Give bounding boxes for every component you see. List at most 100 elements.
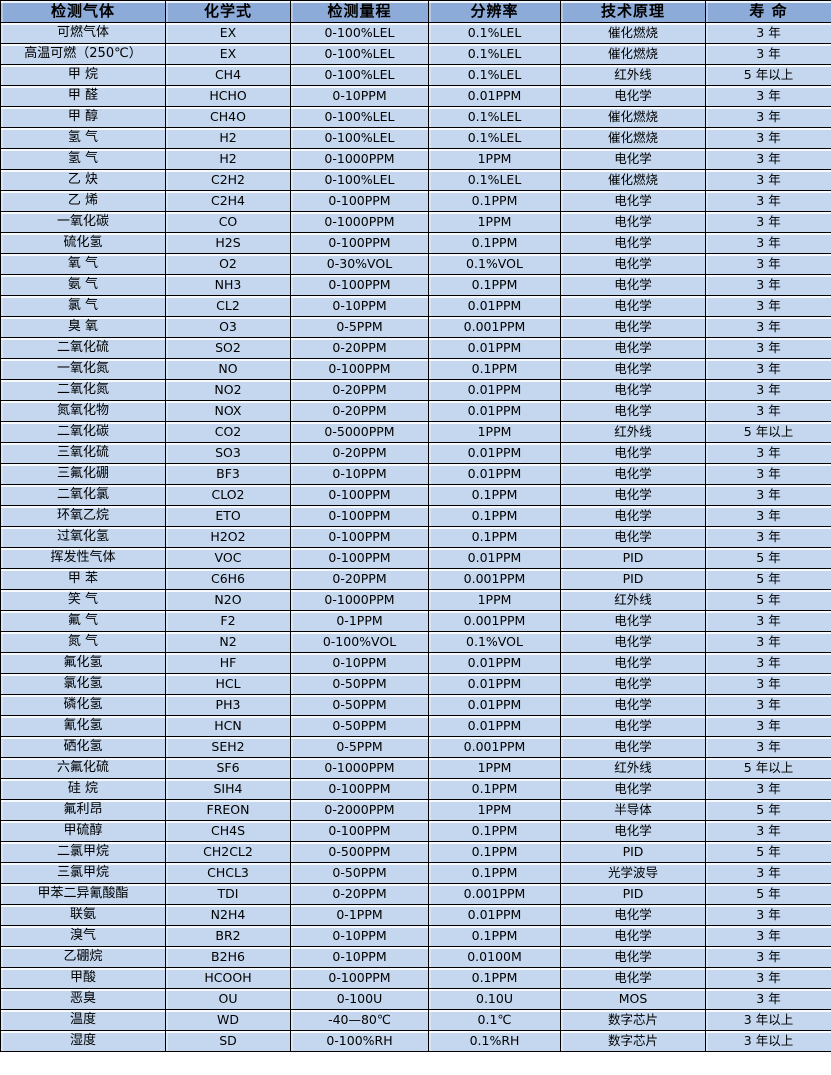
principle-cell: PID (560, 568, 706, 590)
resolution-cell: 0.1%VOL (428, 631, 561, 653)
table-row: 六氟化硫 SF6 0-1000PPM 1PPM 红外线 5 年以上 (0, 757, 831, 779)
lifespan-cell: 3 年 (705, 43, 831, 65)
principle-cell: 电化学 (560, 316, 706, 338)
formula-cell: O3 (165, 316, 291, 338)
gas-name-cell: 甲 烷 (0, 64, 166, 86)
range-cell: 0-500PPM (290, 841, 429, 863)
gas-name-cell: 氯 气 (0, 295, 166, 317)
principle-cell: 电化学 (560, 295, 706, 317)
resolution-cell: 0.001PPM (428, 736, 561, 758)
principle-cell: 电化学 (560, 253, 706, 275)
gas-sensor-spec-table: 检测气体 化学式 检测量程 分辨率 技术原理寿 命 可燃气体 EX 0-100%LEL 0.1… (0, 0, 831, 1052)
range-cell: 0-10PPM (290, 946, 429, 968)
table-row: 甲苯二异氰酸酯 TDI 0-20PPM 0.001PPM PID 5 年 (0, 883, 831, 905)
resolution-cell: 1PPM (428, 799, 561, 821)
table-row: 恶臭 OU 0-100U 0.10U MOS 3 年 (0, 988, 831, 1010)
table-row: 氨 气 NH3 0-100PPM 0.1PPM 电化学 3 年 (0, 274, 831, 296)
formula-cell: CL2 (165, 295, 291, 317)
principle-cell: 电化学 (560, 463, 706, 485)
lifespan-cell: 3 年 (705, 442, 831, 464)
header-cell-lifespan: 寿 命 (705, 0, 831, 23)
table-row: 磷化氢 PH3 0-50PPM 0.01PPM 电化学 3 年 (0, 694, 831, 716)
principle-cell: PID (560, 547, 706, 569)
principle-cell: 半导体 (560, 799, 706, 821)
table-row: 氯 气 CL2 0-10PPM 0.01PPM 电化学 3 年 (0, 295, 831, 317)
principle-cell: MOS (560, 988, 706, 1010)
range-cell: 0-100PPM (290, 820, 429, 842)
principle-cell: 催化燃烧 (560, 106, 706, 128)
principle-cell: 催化燃烧 (560, 169, 706, 191)
formula-cell: C2H2 (165, 169, 291, 191)
gas-name-cell: 甲 苯 (0, 568, 166, 590)
lifespan-cell: 5 年以上 (705, 421, 831, 443)
resolution-cell: 0.01PPM (428, 547, 561, 569)
resolution-cell: 0.1PPM (428, 484, 561, 506)
formula-cell: H2 (165, 148, 291, 170)
resolution-cell: 0.01PPM (428, 442, 561, 464)
resolution-cell: 0.1PPM (428, 232, 561, 254)
principle-cell: PID (560, 883, 706, 905)
resolution-cell: 1PPM (428, 589, 561, 611)
lifespan-cell: 3 年 (705, 106, 831, 128)
gas-name-cell: 二氧化氮 (0, 379, 166, 401)
formula-cell: CH2CL2 (165, 841, 291, 863)
principle-cell: 电化学 (560, 715, 706, 737)
table-row: 乙 烯 C2H4 0-100PPM 0.1PPM 电化学 3 年 (0, 190, 831, 212)
lifespan-cell: 3 年 (705, 232, 831, 254)
gas-name-cell: 氨 气 (0, 274, 166, 296)
range-cell: 0-50PPM (290, 862, 429, 884)
gas-name-cell: 六氟化硫 (0, 757, 166, 779)
principle-cell: 电化学 (560, 379, 706, 401)
table-row: 一氧化碳 CO 0-1000PPM 1PPM 电化学 3 年 (0, 211, 831, 233)
range-cell: 0-100PPM (290, 505, 429, 527)
lifespan-cell: 3 年 (705, 778, 831, 800)
formula-cell: BR2 (165, 925, 291, 947)
range-cell: 0-100PPM (290, 526, 429, 548)
table-row: 可燃气体 EX 0-100%LEL 0.1%LEL 催化燃烧 3 年 (0, 22, 831, 44)
formula-cell: CLO2 (165, 484, 291, 506)
resolution-cell: 0.1%LEL (428, 127, 561, 149)
principle-cell: 电化学 (560, 442, 706, 464)
lifespan-cell: 3 年 (705, 358, 831, 380)
table-row: 三氧化硫 SO3 0-20PPM 0.01PPM 电化学 3 年 (0, 442, 831, 464)
principle-cell: 电化学 (560, 736, 706, 758)
formula-cell: TDI (165, 883, 291, 905)
formula-cell: SD (165, 1030, 291, 1052)
range-cell: 0-10PPM (290, 925, 429, 947)
gas-name-cell: 氰化氢 (0, 715, 166, 737)
resolution-cell: 0.01PPM (428, 295, 561, 317)
table-row: 氮氧化物 NOX 0-20PPM 0.01PPM 电化学 3 年 (0, 400, 831, 422)
lifespan-cell: 3 年 (705, 946, 831, 968)
principle-cell: 催化燃烧 (560, 127, 706, 149)
range-cell: 0-100%LEL (290, 22, 429, 44)
header-cell-formula: 化学式 (165, 0, 291, 23)
range-cell: 0-20PPM (290, 337, 429, 359)
principle-cell: 电化学 (560, 484, 706, 506)
resolution-cell: 1PPM (428, 148, 561, 170)
principle-cell: 催化燃烧 (560, 22, 706, 44)
header-cell-range: 检测量程 (290, 0, 429, 23)
resolution-cell: 0.1PPM (428, 925, 561, 947)
resolution-cell: 0.001PPM (428, 610, 561, 632)
header-row: 检测气体 化学式 检测量程 分辨率 技术原理寿 命 (0, 0, 831, 23)
table-row: 氢 气 H2 0-100%LEL 0.1%LEL 催化燃烧 3 年 (0, 127, 831, 149)
resolution-cell: 0.1PPM (428, 841, 561, 863)
formula-cell: CH4 (165, 64, 291, 86)
formula-cell: H2S (165, 232, 291, 254)
range-cell: 0-100PPM (290, 358, 429, 380)
table-row: 温度 WD -40—80℃ 0.1℃ 数字芯片 3 年以上 (0, 1009, 831, 1031)
range-cell: 0-100PPM (290, 967, 429, 989)
formula-cell: HCN (165, 715, 291, 737)
gas-name-cell: 氢 气 (0, 127, 166, 149)
principle-cell: 电化学 (560, 337, 706, 359)
resolution-cell: 0.1%LEL (428, 106, 561, 128)
lifespan-cell: 3 年 (705, 316, 831, 338)
range-cell: 0-1PPM (290, 904, 429, 926)
lifespan-cell: 3 年 (705, 463, 831, 485)
range-cell: -40—80℃ (290, 1009, 429, 1031)
principle-cell: 催化燃烧 (560, 43, 706, 65)
lifespan-cell: 3 年 (705, 820, 831, 842)
lifespan-cell: 3 年 (705, 253, 831, 275)
resolution-cell: 0.1%VOL (428, 253, 561, 275)
table-row: 甲 苯 C6H6 0-20PPM 0.001PPM PID 5 年 (0, 568, 831, 590)
